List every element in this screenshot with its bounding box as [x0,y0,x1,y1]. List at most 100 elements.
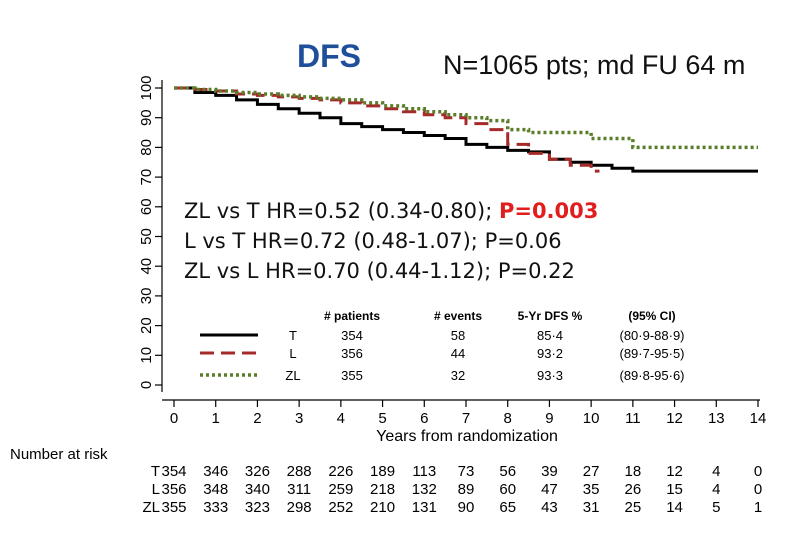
legend-events: 32 [451,368,465,383]
risk-cell: 288 [286,463,312,480]
x-tick-label: 11 [625,410,641,427]
risk-cell: 14 [666,499,683,516]
risk-table-title: Number at risk [10,446,108,463]
y-tick-label: 20 [138,317,155,334]
legend-dfs: 85·4 [537,328,563,343]
risk-cell: 27 [582,463,600,480]
risk-cell: 333 [203,499,229,516]
risk-cell: 1 [753,499,763,516]
risk-cell: 348 [203,481,229,498]
legend-header: 5-Yr DFS % [518,309,583,323]
y-tick-label: 50 [138,228,155,245]
risk-cell: 12 [666,463,683,480]
risk-cell: 311 [287,481,312,498]
legend-events: 44 [451,346,465,361]
risk-cell: 218 [370,481,396,498]
risk-cell: 252 [328,499,354,516]
risk-cell: 56 [499,463,517,480]
x-tick-label: 0 [170,410,178,427]
risk-cell: 35 [582,481,600,498]
risk-cell: 31 [582,499,600,516]
legend-dfs: 93·2 [537,346,563,361]
risk-cell: 0 [753,481,763,498]
legend-ci: (89·8-95·6) [619,368,684,383]
legend-label: L [289,346,296,361]
risk-cell: 113 [412,463,437,480]
risk-cell: 73 [457,463,475,480]
risk-cell: 89 [457,481,475,498]
x-tick-label: 5 [378,410,386,427]
legend-header: # events [434,309,482,323]
y-tick-label: 60 [138,198,155,215]
x-tick-label: 1 [212,410,220,427]
risk-cell: 5 [712,499,721,516]
x-tick-label: 10 [583,410,600,427]
risk-row-label: L [151,481,160,498]
y-tick-label: 70 [138,169,155,186]
hazard-ratio-l-vs-t: L vs T HR=0.72 (0.48-1.07); P=0.06 [184,229,562,253]
x-tick-label: 9 [545,410,553,427]
hazard-ratio-zl-vs-t: ZL vs T HR=0.52 (0.34-0.80); P=0.003 [184,199,598,223]
risk-cell: 355 [161,499,187,516]
legend-header: (95% CI) [628,309,675,323]
y-tick-label: 90 [138,109,155,126]
chart-subtitle: N=1065 pts; md FU 64 m [443,50,746,80]
x-tick-label: 8 [504,410,512,427]
risk-cell: 226 [328,463,354,480]
risk-cell: 326 [244,463,270,480]
x-axis-label: Years from randomization [376,428,558,445]
risk-cell: 340 [244,481,270,498]
x-tick-label: 6 [420,410,428,427]
y-tick-label: 30 [138,288,155,305]
y-tick-label: 80 [138,139,155,156]
legend-patients: 354 [341,328,363,343]
legend-ci: (89·7-95·5) [619,346,684,361]
hazard-ratio-text: ZL vs T HR=0.52 (0.34-0.80); [184,199,499,223]
risk-cell: 210 [370,499,396,516]
legend-patients: 356 [341,346,363,361]
curve-zl [174,86,758,150]
chart-title: DFS [297,38,361,74]
risk-cell: 47 [541,481,558,498]
risk-cell: 354 [161,463,187,480]
risk-cell: 18 [624,463,642,480]
x-tick-label: 3 [295,410,303,427]
hazard-ratio-zl-vs-l: ZL vs L HR=0.70 (0.44-1.12); P=0.22 [184,259,575,283]
x-tick-label: 12 [666,410,683,427]
risk-cell: 60 [499,481,517,498]
risk-cell: 43 [541,499,558,516]
risk-cell: 189 [370,463,396,480]
legend-label: T [289,328,297,343]
risk-cell: 259 [328,481,354,498]
risk-cell: 356 [161,481,187,498]
x-tick-label: 7 [462,410,470,427]
p-value-highlight: P=0.003 [498,199,599,223]
legend-patients: 355 [341,368,363,383]
risk-row-label: ZL [142,499,160,516]
x-tick-label: 13 [708,410,725,427]
risk-cell: 4 [712,481,721,498]
risk-cell: 132 [411,481,437,498]
risk-cell: 25 [624,499,642,516]
legend-ci: (80·9-88·9) [619,328,684,343]
risk-cell: 39 [541,463,558,480]
y-tick-label: 10 [138,347,155,364]
risk-cell: 0 [753,463,763,480]
risk-cell: 346 [203,463,229,480]
y-tick-label: 40 [138,258,155,275]
x-tick-label: 14 [750,410,767,427]
x-tick-label: 4 [337,410,345,427]
risk-cell: 4 [712,463,721,480]
curve-t [174,86,758,173]
x-tick-label: 2 [253,410,261,427]
legend-dfs: 93·3 [537,368,563,383]
risk-cell: 131 [411,499,437,516]
y-tick-label: 100 [138,75,155,100]
risk-cell: 323 [244,499,270,516]
legend-label: ZL [285,368,300,383]
risk-cell: 298 [286,499,312,516]
risk-cell: 90 [457,499,475,516]
y-tick-label: 0 [138,381,155,389]
risk-cell: 65 [499,499,517,516]
